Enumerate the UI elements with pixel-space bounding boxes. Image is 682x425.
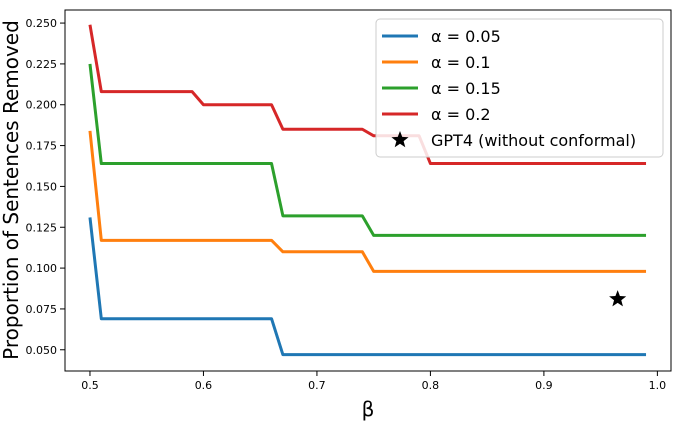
x-tick-label: 0.8 — [422, 379, 440, 392]
x-tick-label: 0.5 — [81, 379, 99, 392]
y-axis-title: Proportion of Sentences Removed — [0, 20, 23, 360]
series-line-1 — [88, 217, 647, 357]
y-tick-label: 0.200 — [26, 99, 58, 112]
x-tick-label: 0.6 — [195, 379, 213, 392]
legend-label-2: α = 0.1 — [431, 53, 491, 72]
legend-star-icon — [391, 131, 409, 148]
x-axis-ticks: 0.5 0.6 0.7 0.8 0.9 1.0 — [81, 371, 666, 392]
plot-frame — [64, 9, 672, 372]
legend-box — [375, 18, 664, 158]
y-tick-label: 0.100 — [26, 262, 58, 275]
series-line-2 — [88, 130, 647, 273]
y-tick-label: 0.050 — [26, 344, 58, 357]
x-tick-label: 0.9 — [535, 379, 553, 392]
y-axis-ticks: 0.050 0.075 0.100 0.125 0.150 0.175 0.200 0.225… — [26, 17, 65, 357]
y-tick-label: 0.150 — [26, 180, 58, 193]
gpt4-without-conformal-star-marker — [609, 290, 627, 307]
legend: α = 0.05 α = 0.1 α = 0.15 α = 0.2 GPT4 (with… — [375, 18, 664, 158]
marker-layer — [609, 290, 627, 307]
y-tick-label: 0.175 — [26, 140, 58, 153]
y-tick-label: 0.125 — [26, 221, 58, 234]
legend-label-3: α = 0.15 — [431, 79, 501, 98]
y-tick-label: 0.225 — [26, 58, 58, 71]
x-tick-label: 1.0 — [649, 379, 667, 392]
legend-label-4: α = 0.2 — [431, 105, 491, 124]
x-axis-title: β — [362, 397, 375, 421]
y-tick-label: 0.250 — [26, 17, 58, 30]
y-tick-label: 0.075 — [26, 303, 58, 316]
legend-label-1: α = 0.05 — [431, 27, 501, 46]
legend-label-gpt4-without-conformal: GPT4 (without conformal) — [431, 131, 636, 150]
series-line-3 — [88, 63, 647, 237]
x-tick-label: 0.7 — [308, 379, 326, 392]
series-layer — [88, 24, 647, 357]
